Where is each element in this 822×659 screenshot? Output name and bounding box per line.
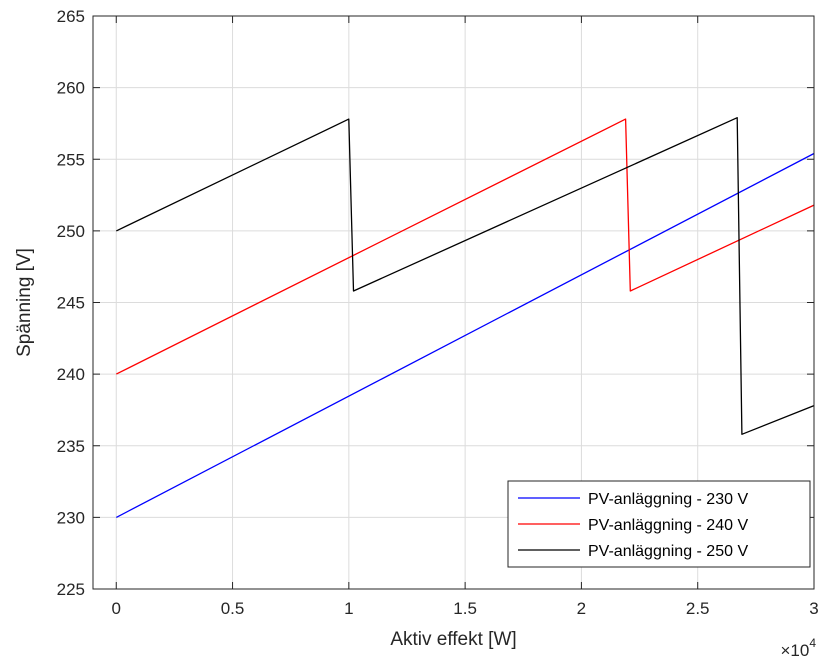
legend-entry-2: PV-anläggning - 240 V [588,517,748,534]
y-tick-label: 260 [57,79,85,98]
y-tick-label: 240 [57,365,85,384]
series-layer [115,117,815,518]
x-tick-label: 2 [577,599,586,618]
x-tick-label: 3 [809,599,818,618]
tick-labels: 0 0.5 1 1.5 2 2.5 3 225 230 235 240 245 250 255 260 265 [57,7,819,618]
y-tick-label: 255 [57,150,85,169]
legend-entry-1: PV-anläggning - 230 V [588,491,748,508]
legend: PV-anläggning - 230 V PV-anläggning - 240… [507,480,811,568]
y-tick-label: 245 [57,294,85,313]
y-tick-label: 235 [57,437,85,456]
x-tick-label: 1.5 [453,599,477,618]
series-line-1 [115,152,815,518]
y-tick-label: 250 [57,222,85,241]
x-tick-label: 0.5 [221,599,245,618]
axis-ticks [93,15,815,590]
y-axis-label: Spänning [V] [14,248,35,357]
x-tick-label: 1 [344,599,353,618]
x-axis-multiplier: ×104 [780,636,816,659]
series-line-2 [116,118,815,375]
x-axis-multiplier-base: ×10 [780,641,809,659]
x-axis-label: Aktiv effekt [W] [390,629,516,650]
series-line-3 [116,117,815,435]
x-tick-label: 2.5 [686,599,710,618]
legend-entry-3: PV-anläggning - 250 V [588,543,748,560]
y-tick-label: 225 [57,580,85,599]
y-tick-label: 265 [57,7,85,26]
x-axis-multiplier-exponent: 4 [809,636,816,650]
y-tick-label: 230 [57,508,85,527]
x-tick-label: 0 [112,599,121,618]
